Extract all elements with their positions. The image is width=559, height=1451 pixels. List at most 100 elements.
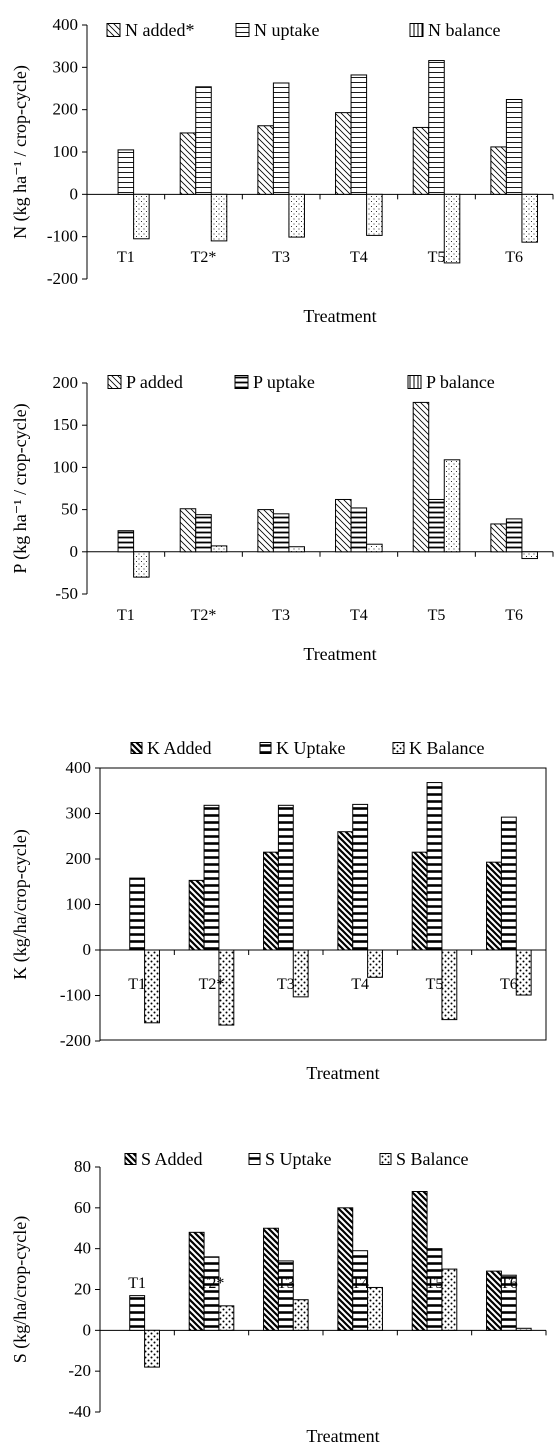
x-axis-label: Treatment: [306, 1063, 379, 1083]
y-tick-label: -50: [55, 584, 78, 603]
bar-p-added-t5: [412, 401, 430, 553]
bar-n-uptake-t2: [195, 86, 212, 195]
x-axis-label: Treatment: [303, 306, 376, 326]
category-label: T6: [500, 1275, 518, 1292]
category-label: T5: [426, 1275, 444, 1292]
y-axis-label: S (kg/ha/crop-cycle): [10, 1216, 31, 1363]
category-label: T6: [505, 607, 523, 624]
bar-k-added-t6: [486, 861, 502, 951]
bar-s-balance-t6: [515, 1327, 532, 1331]
bar-p-uptake-t5: [428, 498, 445, 553]
category-label: T3: [277, 1275, 295, 1292]
bar-n-added--t4: [335, 112, 352, 195]
bar-n-balance-t2: [210, 193, 228, 242]
bar-s-balance-t2: [218, 1305, 235, 1331]
legend-label: P uptake: [253, 372, 315, 392]
legend-label: S Balance: [396, 1149, 468, 1169]
legend-swatch: [107, 375, 122, 389]
bar-n-balance-t1: [133, 193, 150, 240]
category-label: T3: [272, 249, 290, 266]
chart-sulfur: -40 -20 0 20 40 60 80 T1 T2* T3 T4 T5 T6 Treatment S (…: [10, 1149, 547, 1446]
y-tick-label: 0: [70, 184, 79, 203]
bar-k-uptake-t5: [426, 782, 443, 951]
category-label: T1: [117, 249, 135, 266]
bar-p-balance-t2: [210, 545, 228, 553]
category-label: T2*: [191, 607, 217, 624]
category-label: T5: [426, 976, 444, 993]
bar-n-uptake-t4: [350, 74, 368, 195]
y-tick-label: 60: [74, 1198, 91, 1217]
bar-p-added-t4: [335, 498, 352, 553]
bar-p-uptake-t4: [350, 507, 368, 553]
legend-swatch: [379, 1153, 392, 1165]
legend-swatch: [392, 742, 405, 754]
bar-s-balance-t1: [144, 1329, 160, 1368]
y-axis-label: N (kg ha⁻¹ / crop-cycle): [10, 65, 31, 239]
bar-s-uptake-t1: [129, 1295, 146, 1331]
category-label: T1: [128, 976, 146, 993]
bar-p-balance-t5: [443, 459, 461, 553]
bar-k-balance-t4: [367, 949, 383, 978]
category-label: T6: [500, 976, 518, 993]
bar-n-added--t2: [179, 132, 197, 195]
bar-n-uptake-t5: [428, 60, 445, 195]
legend-swatch: [106, 23, 121, 37]
bar-p-uptake-t6: [505, 518, 523, 553]
y-tick-label: 150: [53, 415, 79, 434]
bar-n-uptake-t3: [272, 82, 290, 195]
legend-swatch: [130, 742, 143, 754]
legend-swatch: [248, 1153, 261, 1165]
bar-n-balance-t5: [443, 193, 461, 264]
y-tick-label: 200: [53, 100, 79, 119]
y-tick-label: 40: [74, 1239, 91, 1258]
legend-label: S Added: [141, 1149, 203, 1169]
bar-k-balance-t2: [218, 949, 235, 1026]
y-tick-label: -40: [68, 1402, 91, 1421]
y-tick-label: -100: [60, 986, 91, 1005]
y-tick-label: 400: [53, 15, 79, 34]
legend-swatch: [409, 23, 424, 37]
bar-k-uptake-t2: [203, 804, 220, 951]
bar-n-uptake-t1: [117, 149, 135, 195]
chart-phosphorus: -50 0 50 100 150 200 T1 T2* T3 T4 T5 T6 Treatment P (…: [10, 372, 554, 664]
bar-n-added--t6: [490, 146, 507, 195]
bar-n-added--t5: [412, 126, 430, 195]
y-tick-label: 50: [61, 500, 78, 519]
bar-p-added-t6: [490, 523, 507, 553]
bar-k-balance-t6: [515, 949, 532, 996]
bar-s-balance-t5: [441, 1268, 458, 1331]
bar-k-added-t5: [411, 851, 428, 951]
legend-swatch: [259, 742, 272, 754]
bar-s-added-t4: [337, 1207, 354, 1331]
legend-label: P added: [126, 372, 183, 392]
bar-p-balance-t3: [288, 546, 305, 553]
legend-swatch: [235, 23, 250, 37]
bar-k-balance-t3: [292, 949, 309, 998]
bar-p-added-t2: [179, 508, 197, 553]
y-tick-label: 200: [66, 849, 92, 868]
bar-s-uptake-t3: [277, 1260, 294, 1331]
bar-p-added-t3: [257, 509, 274, 553]
plot-frame: [99, 767, 547, 1041]
category-label: T3: [277, 976, 295, 993]
category-label: T1: [128, 1275, 146, 1292]
legend-swatch: [124, 1153, 137, 1165]
y-tick-label: 20: [74, 1280, 91, 1299]
y-tick-label: 80: [74, 1157, 91, 1176]
bar-p-uptake-t2: [195, 514, 212, 553]
bar-p-balance-t1: [133, 551, 150, 578]
category-label: T4: [350, 607, 368, 624]
legend-swatch: [234, 375, 249, 389]
bar-n-balance-t6: [521, 193, 538, 243]
category-label: T4: [351, 1275, 369, 1292]
y-tick-label: 0: [70, 542, 79, 561]
category-label: T3: [272, 607, 290, 624]
category-label: T2*: [199, 1275, 225, 1292]
bar-p-uptake-t1: [117, 530, 135, 553]
legend-label: N balance: [428, 20, 500, 40]
legend-label: P balance: [426, 372, 495, 392]
y-tick-label: 300: [66, 804, 92, 823]
y-tick-label: 100: [53, 457, 79, 476]
y-tick-label: -100: [47, 227, 78, 246]
x-axis-label: Treatment: [303, 644, 376, 664]
